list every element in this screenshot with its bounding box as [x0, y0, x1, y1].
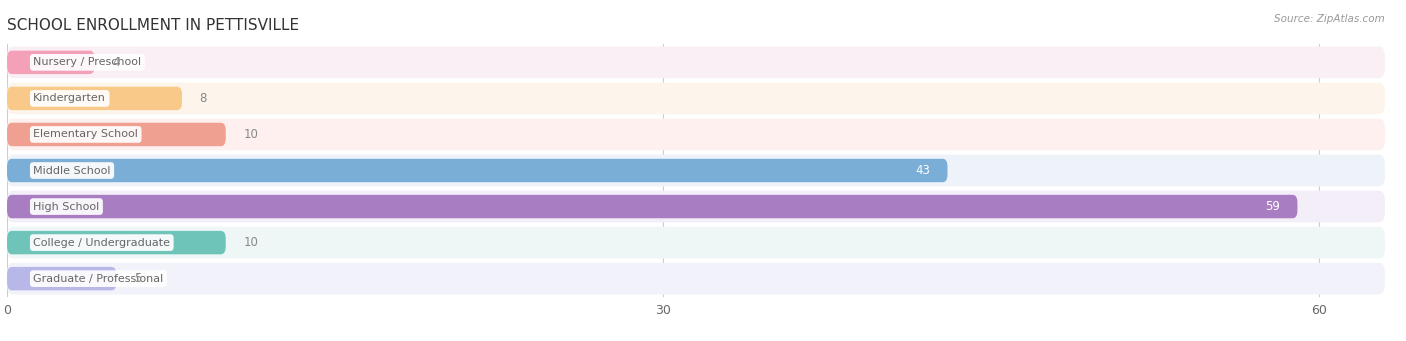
- Text: High School: High School: [34, 202, 100, 211]
- Text: SCHOOL ENROLLMENT IN PETTISVILLE: SCHOOL ENROLLMENT IN PETTISVILLE: [7, 18, 299, 33]
- FancyBboxPatch shape: [7, 51, 94, 74]
- Text: 5: 5: [134, 272, 141, 285]
- FancyBboxPatch shape: [7, 267, 117, 291]
- FancyBboxPatch shape: [7, 83, 1385, 114]
- FancyBboxPatch shape: [7, 231, 226, 254]
- Text: 8: 8: [200, 92, 207, 105]
- Text: Nursery / Preschool: Nursery / Preschool: [34, 57, 142, 68]
- Text: 59: 59: [1265, 200, 1279, 213]
- Text: Elementary School: Elementary School: [34, 130, 138, 139]
- Text: College / Undergraduate: College / Undergraduate: [34, 238, 170, 248]
- FancyBboxPatch shape: [7, 154, 1385, 187]
- FancyBboxPatch shape: [7, 123, 226, 146]
- FancyBboxPatch shape: [7, 195, 1298, 218]
- FancyBboxPatch shape: [7, 263, 1385, 295]
- FancyBboxPatch shape: [7, 159, 948, 182]
- Text: 10: 10: [243, 128, 259, 141]
- Text: 4: 4: [112, 56, 120, 69]
- Text: Graduate / Professional: Graduate / Professional: [34, 273, 163, 284]
- Text: Kindergarten: Kindergarten: [34, 93, 105, 103]
- Text: Source: ZipAtlas.com: Source: ZipAtlas.com: [1274, 14, 1385, 24]
- FancyBboxPatch shape: [7, 87, 181, 110]
- FancyBboxPatch shape: [7, 46, 1385, 78]
- FancyBboxPatch shape: [7, 191, 1385, 222]
- Text: 43: 43: [915, 164, 929, 177]
- Text: Middle School: Middle School: [34, 165, 111, 176]
- FancyBboxPatch shape: [7, 119, 1385, 150]
- FancyBboxPatch shape: [7, 227, 1385, 258]
- Text: 10: 10: [243, 236, 259, 249]
